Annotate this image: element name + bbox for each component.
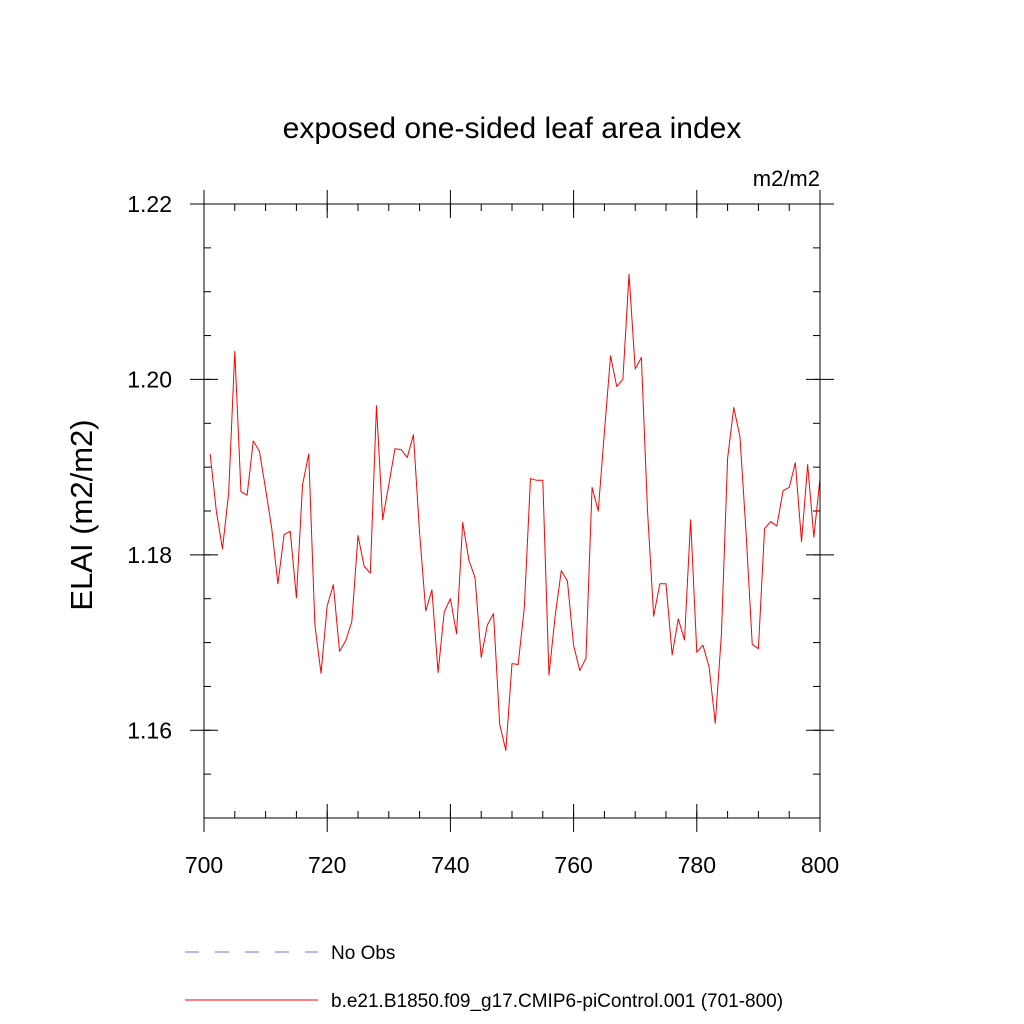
axis-tick-labels: 700 720 740 760 780 800 1.16 1.18 1.20 1.22 bbox=[127, 191, 839, 878]
x-tick-label: 780 bbox=[678, 852, 716, 878]
units-label: m2/m2 bbox=[753, 166, 820, 191]
x-tick-label: 760 bbox=[554, 852, 592, 878]
y-tick-label: 1.16 bbox=[127, 717, 172, 743]
x-tick-label: 740 bbox=[431, 852, 469, 878]
y-axis-label: ELAI (m2/m2) bbox=[64, 419, 99, 610]
axis-ticks bbox=[190, 190, 834, 832]
series-line-0 bbox=[209, 273, 821, 751]
y-tick-label: 1.18 bbox=[127, 542, 172, 568]
y-tick-label: 1.22 bbox=[127, 191, 172, 217]
x-tick-label: 700 bbox=[185, 852, 223, 878]
legend-label-control-run: b.e21.B1850.f09_g17.CMIP6-piControl.001 … bbox=[331, 991, 783, 1012]
legend-label-no-obs: No Obs bbox=[331, 943, 395, 964]
series-group bbox=[209, 273, 821, 751]
y-tick-label: 1.20 bbox=[127, 366, 172, 392]
legend: No Obs b.e21.B1850.f09_g17.CMIP6-piContr… bbox=[185, 943, 783, 1012]
chart-title: exposed one-sided leaf area index bbox=[283, 112, 742, 145]
plot-frame bbox=[203, 203, 821, 819]
x-tick-label: 800 bbox=[801, 852, 839, 878]
x-tick-label: 720 bbox=[308, 852, 346, 878]
